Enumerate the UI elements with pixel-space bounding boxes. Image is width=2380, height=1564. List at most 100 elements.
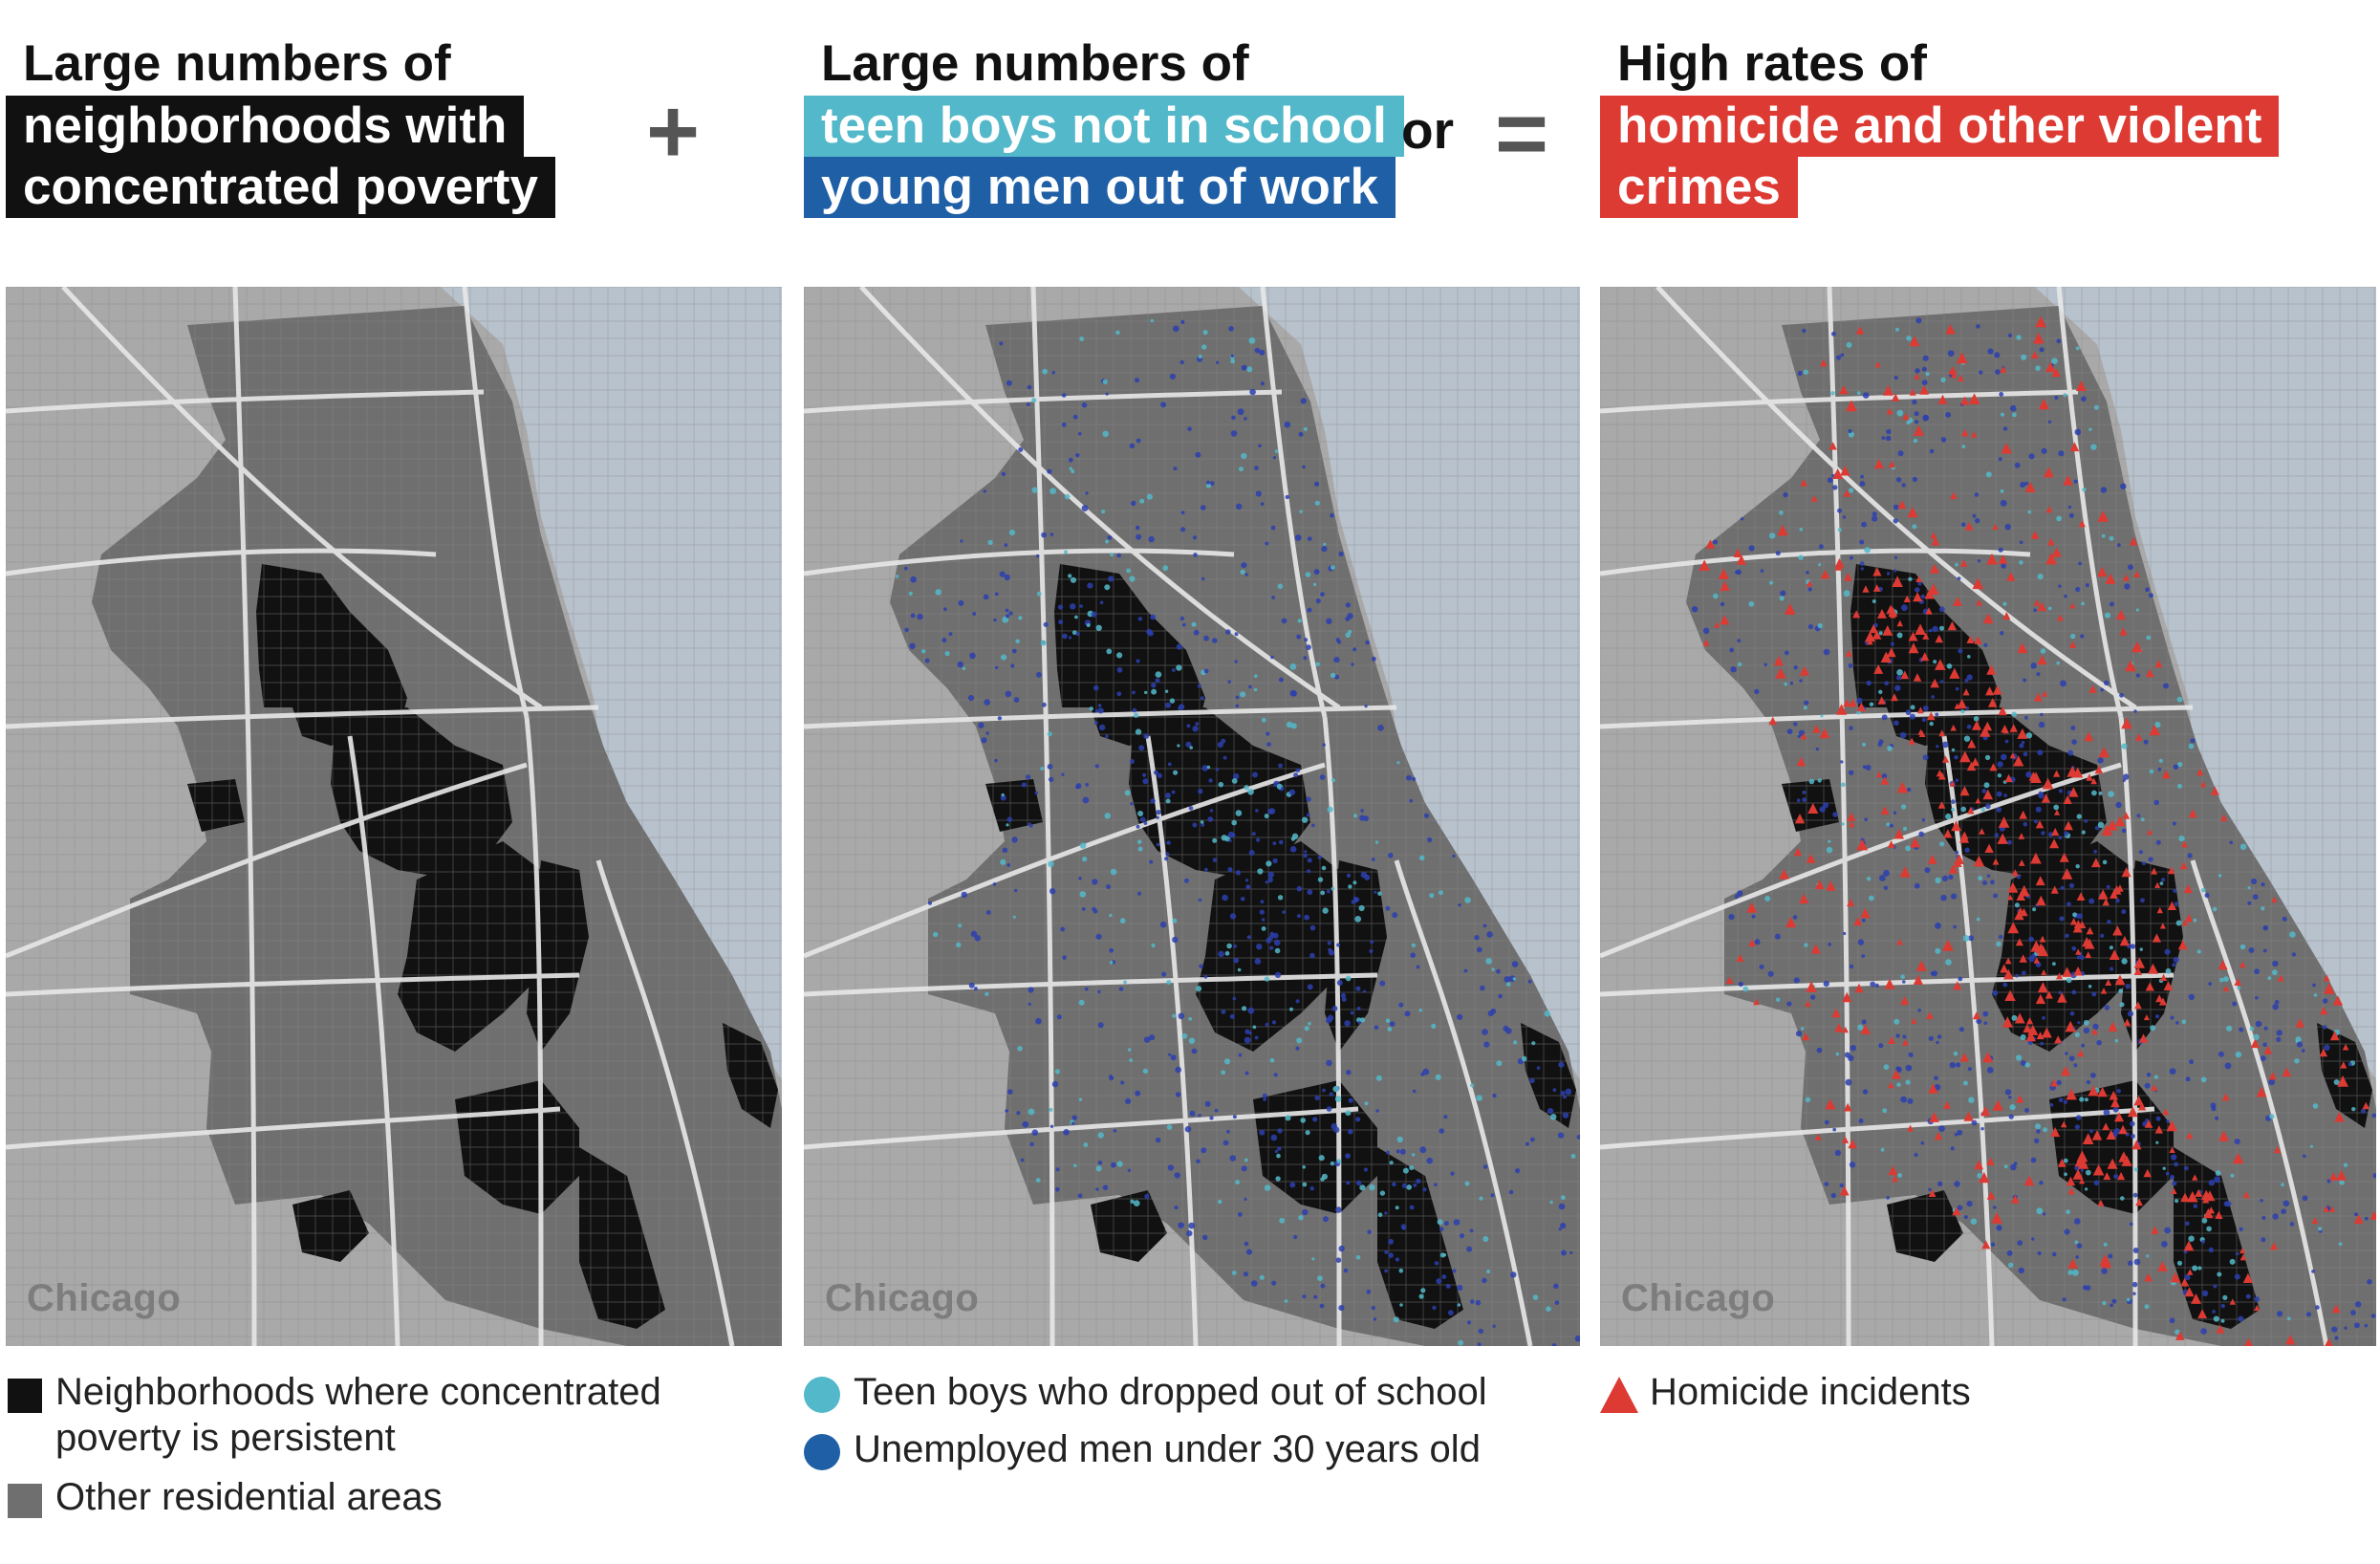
youth-dot [993,618,997,622]
youth-dot [1235,810,1243,816]
youth-dot [2047,420,2052,424]
youth-dot [1375,1075,1382,1081]
youth-dot [1861,521,1867,528]
youth-dot [2188,1235,2195,1242]
youth-dot [1054,1069,1060,1075]
youth-dot [1775,551,1781,556]
youth-dot [1422,1187,1427,1192]
homicide-mark [2167,866,2175,875]
youth-dot [1915,420,1919,424]
homicide-mark [1919,384,1930,395]
homicide-mark [2025,1031,2036,1042]
homicide-mark [2042,777,2054,790]
youth-dot [1228,326,1234,332]
youth-dot [994,758,998,763]
youth-dot [1893,504,1899,510]
youth-dot [1273,939,1281,946]
homicide-mark [1966,761,1977,771]
youth-dot [1866,877,1872,881]
youth-dot [1935,947,1941,954]
youth-dot [1905,709,1912,716]
homicide-mark [1854,983,1864,993]
youth-dot [1241,562,1247,569]
youth-dot [1562,1112,1569,1119]
youth-dot [2103,1109,2110,1116]
homicide-mark [1953,597,1962,606]
youth-dot [1981,789,1987,793]
youth-dot [2008,1262,2014,1268]
youth-dot [1317,877,1324,882]
youth-dot [2110,1303,2113,1308]
homicide-mark [2075,380,2087,391]
youth-dot [1205,483,1212,489]
homicide-mark [1928,1189,1936,1197]
youth-dot [1799,528,1804,532]
youth-dot [1482,1277,1487,1284]
youth-dot [1296,885,1303,892]
homicide-mark [2054,809,2061,815]
youth-dot [1784,682,1787,686]
youth-dot [1289,663,1297,670]
map-city-label: Chicago [1621,1277,1776,1319]
homicide-mark [2179,861,2188,870]
youth-dot [2071,945,2077,951]
youth-dot [2020,1033,2026,1041]
homicide-mark [2077,1050,2085,1057]
youth-dot [2079,1097,2085,1102]
homicide-mark [2097,1199,2105,1206]
homicide-mark [1831,1008,1841,1018]
homicide-mark [2334,1112,2345,1122]
youth-dot [1284,421,1291,428]
youth-dot [1817,622,1823,629]
youth-dot [1248,337,1256,344]
youth-dot [2351,1107,2356,1112]
youth-dot [1093,908,1098,914]
homicide-mark [1796,756,1807,767]
homicide-mark [2007,894,2014,901]
youth-dot [1314,1095,1320,1100]
homicide-mark [2023,1175,2035,1186]
youth-dot [1958,976,1963,982]
homicide-mark [2045,506,2053,513]
youth-dot [1149,859,1154,864]
youth-dot [1304,914,1309,921]
youth-dot [1101,510,1106,514]
homicide-mark [1945,324,1956,335]
youth-dot [1353,814,1357,818]
highways [1600,287,2329,1346]
youth-dot [1990,1242,1996,1248]
youth-dot [1235,1180,1241,1185]
youth-dot [1486,931,1493,938]
youth-dot [984,699,990,706]
homicide-mark [1938,729,1946,737]
youth-dot [1318,1155,1325,1162]
youth-dot [1398,1002,1404,1008]
homicide-mark [2218,1130,2230,1141]
youth-dot [1109,961,1114,965]
homicide-mark [1853,917,1863,926]
youth-dot [1936,1040,1939,1045]
homicide-mark [1973,855,1985,867]
homicide-mark [2098,747,2110,758]
youth-dot [2178,836,2185,842]
homicide-mark [1888,1036,1895,1044]
youth-dot [1186,724,1191,728]
homicide-mark [2017,728,2028,739]
youth-dot [1135,378,1139,383]
youth-dot [1240,897,1245,901]
youth-dot [1858,1119,1864,1123]
youth-dot [1243,1271,1248,1277]
youth-dot [1254,347,1261,354]
youth-dot [2065,933,2069,938]
youth-dot [1922,355,1929,361]
youth-dot [2074,1218,2081,1225]
youth-dot [1281,618,1287,624]
youth-dot [1092,879,1098,885]
youth-dot [1828,943,1831,946]
homicide-mark [2353,1214,2364,1225]
youth-dot [1094,721,1098,725]
youth-dot [1529,1077,1535,1084]
youth-dot [1977,1173,1982,1179]
youth-dot [1165,793,1171,799]
youth-dot [1395,1206,1399,1210]
